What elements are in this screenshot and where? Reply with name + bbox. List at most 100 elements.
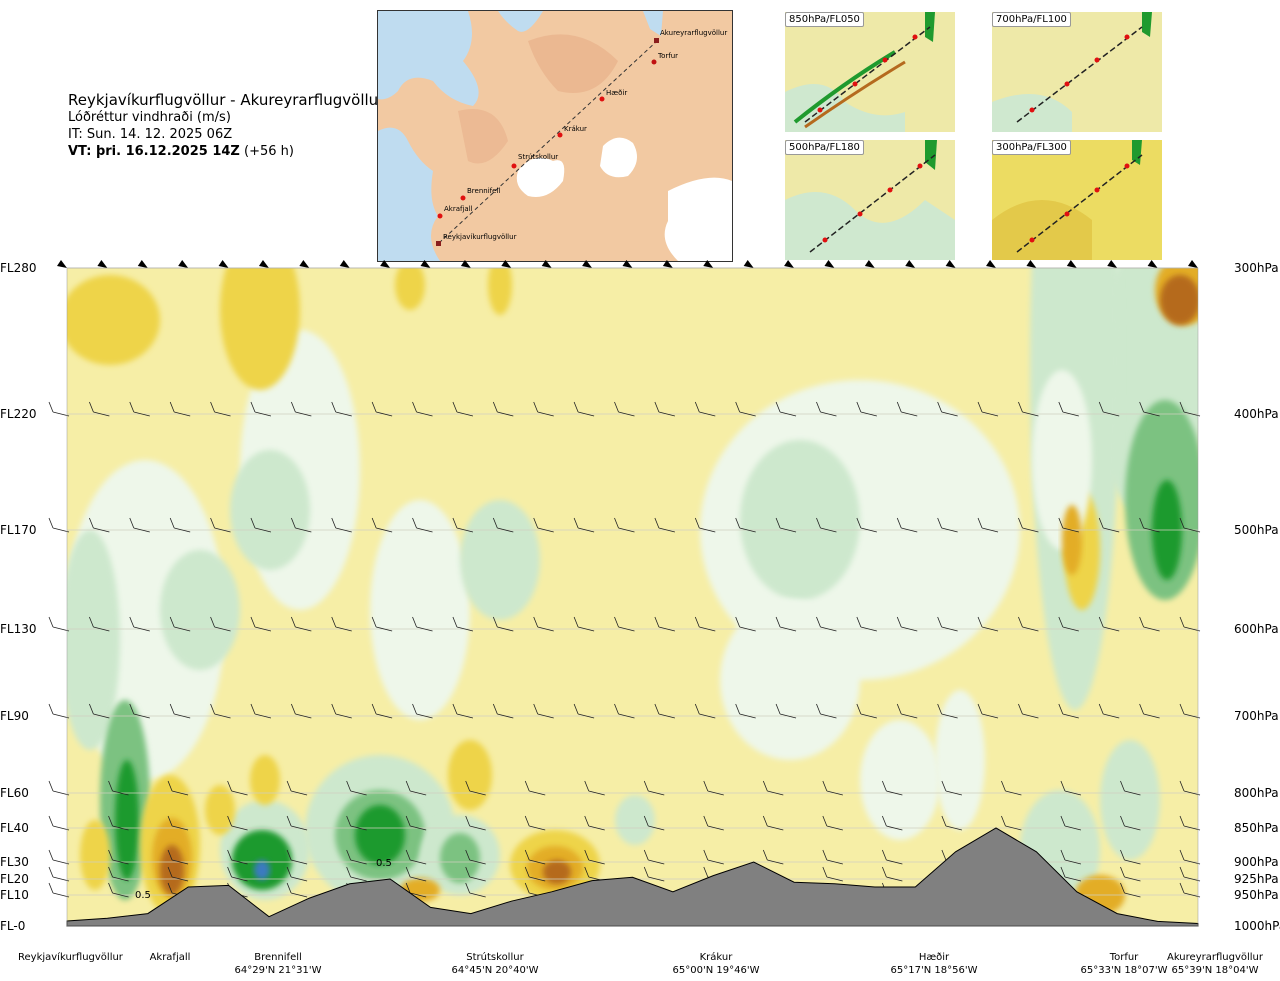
mini-map-500: 500hPa/FL180	[785, 140, 955, 260]
wind-barb	[977, 517, 999, 533]
wind-barb	[822, 866, 843, 882]
wind-barb	[654, 401, 675, 417]
waypoint-7: Akureyrarflugvöllur 65°39'N 18°04'W	[1165, 951, 1265, 977]
map-label-reykjavik: Reykjavíkurflugvöllur	[443, 233, 517, 241]
waypoint-name: Akureyrarflugvöllur	[1166, 952, 1263, 963]
wind-barb	[250, 517, 272, 533]
wind-barb	[1058, 517, 1079, 533]
waypoint-coord: 65°39'N 18°04'W	[1171, 965, 1259, 976]
velocity-contour	[395, 268, 425, 310]
wind-barb	[48, 849, 70, 865]
left-level-label: FL130	[0, 622, 37, 636]
wind-barb	[331, 517, 352, 533]
valid-time-offset: (+56 h)	[239, 144, 294, 159]
wind-barb	[452, 616, 474, 632]
wind-barb	[405, 780, 427, 796]
wind-barb	[937, 616, 958, 632]
wind-barb	[945, 260, 956, 268]
waypoint-name: Strútskollur	[466, 952, 524, 963]
wind-barb	[108, 780, 129, 796]
left-level-label: FL40	[0, 821, 29, 835]
velocity-contour	[720, 600, 860, 760]
right-level-label: 700hPa	[1234, 709, 1279, 723]
wind-barb	[290, 517, 312, 533]
wind-barb	[533, 517, 554, 533]
wind-barb	[614, 517, 635, 533]
wind-barb	[167, 815, 189, 831]
wind-barb	[1120, 780, 1141, 796]
wind-barb	[735, 401, 756, 417]
wind-barb	[129, 616, 150, 632]
wind-barb	[48, 780, 70, 796]
wind-barb	[465, 780, 486, 796]
wind-barb	[775, 517, 797, 533]
velocity-contour	[355, 805, 405, 865]
wind-barb	[129, 401, 150, 417]
wind-barb	[1179, 703, 1201, 719]
wind-barb	[89, 703, 110, 719]
right-level-label: 500hPa	[1234, 523, 1279, 537]
velocity-contour	[67, 275, 160, 365]
wind-barb	[614, 401, 635, 417]
wind-barb	[762, 815, 784, 831]
wind-barb	[465, 882, 486, 898]
wind-barb	[1120, 882, 1141, 898]
wind-barb	[371, 401, 393, 417]
wind-barb	[856, 616, 877, 632]
map-label-brennifell: Brennifell	[467, 187, 501, 195]
wind-barb	[380, 260, 391, 268]
contour-label: 0.5	[135, 890, 151, 901]
wind-barb	[1026, 260, 1037, 268]
terrain-profile	[66, 827, 1199, 927]
map-label-akrafjall: Akrafjall	[444, 205, 473, 213]
wind-barb	[89, 616, 110, 632]
wind-barb	[703, 815, 724, 831]
wind-barb	[178, 260, 189, 268]
wind-barb	[1018, 401, 1039, 417]
wind-barb	[346, 849, 367, 865]
wind-barb	[822, 780, 843, 796]
wind-barb	[1001, 815, 1022, 831]
wind-barb	[977, 401, 999, 417]
wind-barb	[533, 616, 554, 632]
wind-barb	[412, 703, 433, 719]
wind-barb	[331, 401, 352, 417]
wind-barb	[48, 882, 70, 898]
waypoint-name: Reykjavíkurflugvöllur	[18, 952, 123, 963]
wind-barb	[1147, 260, 1158, 268]
map-label-torfur: Torfur	[658, 52, 679, 60]
wind-barb	[167, 780, 189, 796]
wind-barb	[250, 401, 272, 417]
wind-barb	[286, 866, 308, 882]
wind-barb	[1179, 866, 1201, 882]
wind-barb	[703, 780, 724, 796]
wind-barb	[129, 517, 150, 533]
wind-barb	[452, 401, 474, 417]
map-label-krakur: Krákur	[564, 125, 587, 133]
velocity-contour	[740, 440, 860, 600]
wind-barb	[169, 401, 191, 417]
right-level-label: 925hPa	[1234, 872, 1279, 886]
vertical-velocity-field	[67, 268, 1198, 926]
wind-barb	[735, 703, 756, 719]
left-level-label: FL280	[0, 261, 37, 275]
wind-barb	[816, 703, 837, 719]
wind-barb	[1058, 616, 1079, 632]
mini-map-700: 700hPa/FL100	[992, 12, 1162, 132]
wind-barb	[1139, 703, 1160, 719]
wind-barb	[824, 260, 835, 268]
right-level-label: 600hPa	[1234, 622, 1279, 636]
wind-barb	[405, 815, 427, 831]
wind-barb	[169, 703, 191, 719]
wind-barb	[250, 703, 272, 719]
contour-labels: 0.5 0.5	[135, 858, 392, 901]
mini-map-700-label: 700hPa/FL100	[992, 12, 1071, 27]
wind-barb	[420, 260, 431, 268]
wind-barb	[227, 866, 248, 882]
velocity-contour	[935, 690, 985, 830]
wind-barb	[97, 260, 108, 268]
left-level-label: FL20	[0, 872, 29, 886]
wind-barb	[108, 815, 129, 831]
contour-label: 0.5	[376, 858, 392, 869]
wind-barb	[250, 616, 272, 632]
